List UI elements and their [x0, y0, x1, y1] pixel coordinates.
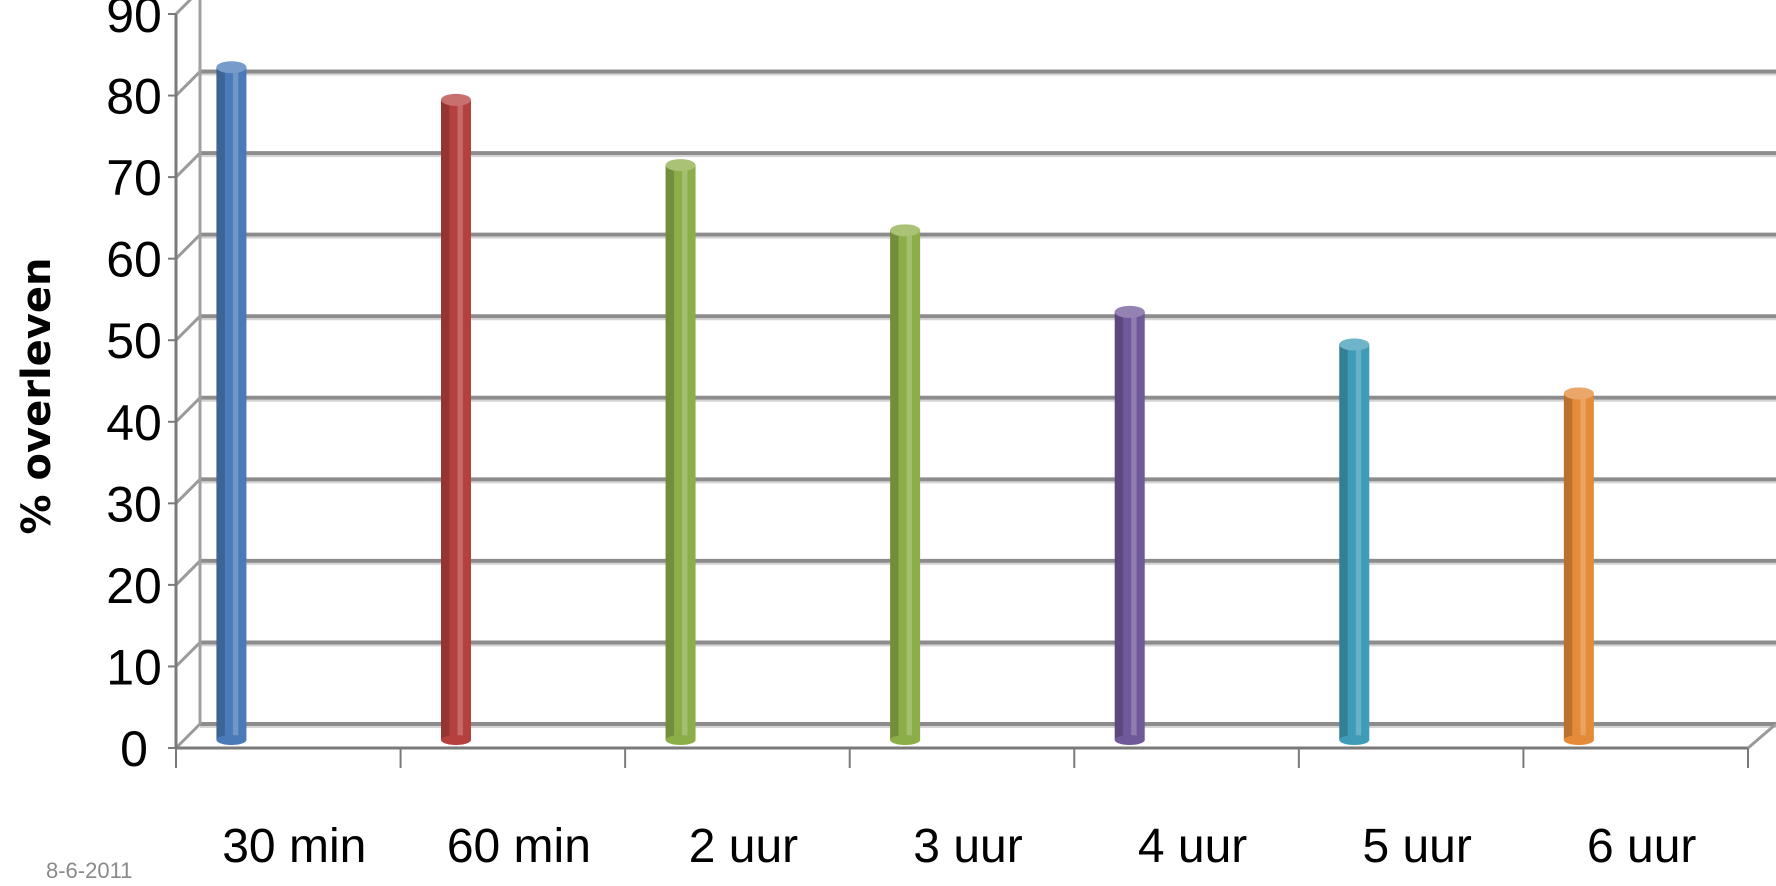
- bar-highlight: [682, 165, 688, 741]
- bar-cap: [440, 93, 471, 106]
- bar-60-min: [440, 93, 471, 745]
- y-tick-labels: 0 10 20 30 40 50 60 70 80 90: [106, 0, 162, 777]
- bar-shade: [1114, 311, 1124, 740]
- x-tick-label: 3 uur: [913, 820, 1022, 873]
- bar-shade: [890, 230, 899, 740]
- bar-3-uur: [890, 224, 921, 745]
- bar-shade: [216, 67, 225, 740]
- bar-base: [1339, 735, 1370, 745]
- y-tick-label: 50: [106, 313, 162, 369]
- bar-highlight: [906, 230, 913, 740]
- bar-shade: [1339, 344, 1348, 740]
- wall-diagonal: [174, 641, 202, 668]
- wall-diagonal: [174, 559, 202, 586]
- bar-highlight: [1131, 311, 1137, 740]
- bar-5-uur: [1339, 338, 1370, 745]
- bar-body: [1339, 344, 1370, 740]
- bar-cap-highlight: [216, 61, 247, 74]
- bar-body: [440, 99, 471, 740]
- wall-diagonal: [174, 152, 202, 179]
- bar-base: [1114, 735, 1145, 745]
- x-tick-label: 6 uur: [1587, 820, 1696, 873]
- x-tick-labels: 30 min 60 min 2 uur 3 uur 4 uur 5 uur 6 uur: [222, 820, 1696, 873]
- gridlines: [174, 0, 1776, 750]
- bar-base: [665, 735, 696, 745]
- bar-highlight: [1580, 393, 1586, 740]
- bar-body: [216, 67, 247, 740]
- bar-cap: [216, 61, 247, 74]
- bar-30-min: [216, 61, 247, 745]
- x-tick-label: 30 min: [222, 820, 366, 873]
- bar-base: [890, 735, 921, 745]
- bar-shade: [1563, 393, 1573, 740]
- bars: [216, 61, 1594, 745]
- floor-edge: [1747, 722, 1776, 750]
- y-axis-label: % overleven: [14, 258, 60, 535]
- bar-body: [665, 165, 696, 741]
- bar-highlight: [1355, 344, 1362, 740]
- bar-base: [1563, 735, 1594, 745]
- axes: [168, 0, 1776, 768]
- bar-highlight: [457, 99, 463, 740]
- bar-shade: [440, 99, 450, 740]
- bar-body: [1563, 393, 1594, 740]
- bar-body: [1114, 311, 1145, 740]
- bar-shade: [665, 165, 674, 741]
- x-tick-label: 5 uur: [1362, 820, 1471, 873]
- x-tick-label: 60 min: [447, 820, 591, 873]
- x-tick-label: 2 uur: [689, 820, 798, 873]
- bar-cap: [1563, 387, 1594, 400]
- wall-diagonal: [174, 478, 202, 505]
- bar-highlight: [232, 67, 239, 740]
- y-tick-label: 30: [106, 476, 162, 532]
- y-tick-label: 10: [106, 639, 162, 695]
- bar-2-uur: [665, 159, 696, 745]
- bar-base: [216, 735, 247, 745]
- wall-diagonal: [174, 315, 202, 342]
- y-tick-label: 70: [106, 150, 162, 206]
- wall-diagonal: [174, 0, 193, 16]
- y-tick-label: 80: [106, 69, 162, 125]
- bar-cap-highlight: [440, 93, 471, 106]
- bar-cap-highlight: [1339, 338, 1370, 351]
- bar-cap: [890, 224, 921, 237]
- bar-cap-highlight: [1114, 305, 1145, 318]
- x-tick-label: 4 uur: [1138, 820, 1247, 873]
- y-tick-label: 90: [106, 0, 162, 43]
- wall-diagonal: [174, 70, 202, 97]
- y-tick-label: 40: [106, 395, 162, 451]
- y-tick-label: 20: [106, 558, 162, 614]
- footer-date: 8-6-2011: [46, 858, 133, 883]
- bar-cap-highlight: [1563, 387, 1594, 400]
- wall-diagonal: [174, 396, 202, 423]
- y-tick-label: 0: [120, 721, 148, 777]
- wall-diagonal: [174, 722, 202, 750]
- bar-6-uur: [1563, 387, 1594, 745]
- bar-cap-highlight: [665, 159, 696, 172]
- wall-diagonal: [174, 233, 202, 260]
- bar-4-uur: [1114, 305, 1145, 745]
- bar-body: [890, 230, 921, 740]
- bar-cap: [1114, 305, 1145, 318]
- bar-cap: [665, 159, 696, 172]
- y-tick-label: 60: [106, 232, 162, 288]
- bar-cap-highlight: [890, 224, 921, 237]
- bar-cap: [1339, 338, 1370, 351]
- bar-base: [440, 735, 471, 745]
